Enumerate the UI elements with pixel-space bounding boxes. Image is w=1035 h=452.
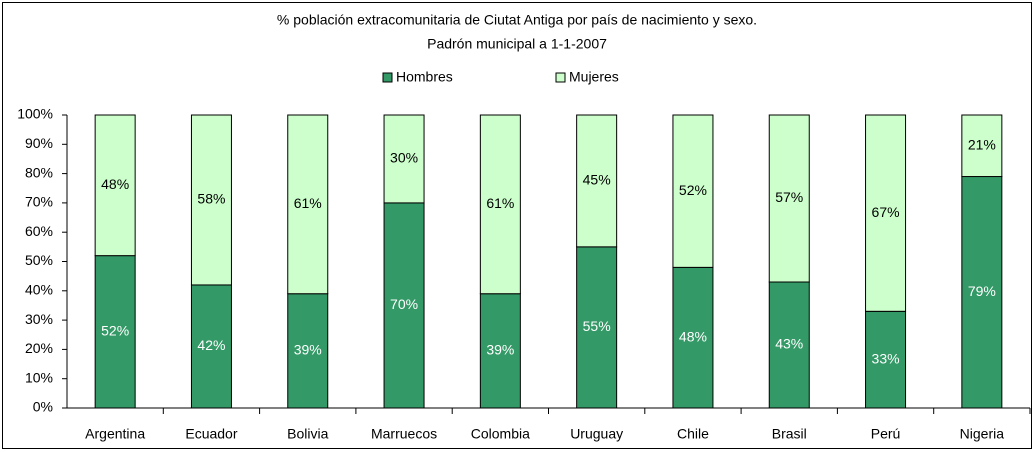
- legend-label: Mujeres: [569, 69, 619, 85]
- data-label: 39%: [486, 342, 514, 358]
- bar-segment: [287, 114, 329, 295]
- y-tick-label: 40%: [25, 282, 53, 298]
- y-tick-label: 60%: [25, 223, 53, 239]
- data-label: 21%: [968, 136, 996, 152]
- bar-segment: [190, 114, 232, 286]
- data-label: 57%: [775, 189, 803, 205]
- chart-title: % población extracomunitaria de Ciutat A…: [277, 12, 757, 28]
- y-tick-label: 50%: [25, 252, 53, 268]
- bar-segment: [865, 114, 907, 312]
- y-tick-label: 30%: [25, 311, 53, 327]
- y-tick-label: 0%: [33, 399, 53, 415]
- x-tick-label: Marruecos: [371, 426, 437, 442]
- x-tick-label: Argentina: [85, 426, 145, 442]
- bar-segment: [961, 114, 1003, 178]
- data-label: 79%: [968, 283, 996, 299]
- data-label: 61%: [486, 195, 514, 211]
- legend-label: Hombres: [396, 69, 453, 85]
- x-tick-label: Chile: [677, 426, 709, 442]
- data-label: 42%: [197, 337, 225, 353]
- y-tick-label: 10%: [25, 369, 53, 385]
- bar-segment: [479, 293, 521, 409]
- data-label: 61%: [294, 195, 322, 211]
- x-tick-label: Ecuador: [185, 426, 237, 442]
- x-tick-label: Uruguay: [570, 426, 623, 442]
- data-label: 43%: [775, 336, 803, 352]
- y-tick-label: 80%: [25, 164, 53, 180]
- data-label: 70%: [390, 296, 418, 312]
- legend-swatch: [555, 72, 566, 83]
- bar-segment: [768, 281, 810, 409]
- bar-segment: [479, 114, 521, 295]
- bar-segment: [94, 255, 136, 409]
- bar-segment: [672, 114, 714, 268]
- bar-segment: [672, 266, 714, 409]
- bar-segment: [961, 176, 1003, 409]
- bar-segment: [576, 246, 618, 409]
- bar-segment: [383, 114, 425, 204]
- bar-segment: [576, 114, 618, 248]
- data-label: 55%: [583, 318, 611, 334]
- bar-segment: [768, 114, 810, 283]
- bar-segment: [94, 114, 136, 257]
- x-tick-label: Perú: [871, 426, 901, 442]
- chart-subtitle: Padrón municipal a 1-1-2007: [427, 36, 607, 52]
- data-label: 45%: [583, 172, 611, 188]
- data-label: 58%: [197, 191, 225, 207]
- y-tick-label: 70%: [25, 194, 53, 210]
- x-tick-label: Bolivia: [287, 426, 328, 442]
- data-label: 67%: [872, 204, 900, 220]
- x-tick-label: Brasil: [772, 426, 807, 442]
- data-label: 52%: [101, 323, 129, 339]
- data-label: 30%: [390, 150, 418, 166]
- data-label: 48%: [679, 328, 707, 344]
- x-tick-label: Colombia: [471, 426, 530, 442]
- data-label: 33%: [872, 350, 900, 366]
- bar-segment: [865, 310, 907, 409]
- legend-swatch: [382, 72, 393, 83]
- y-tick-label: 90%: [25, 135, 53, 151]
- y-tick-label: 100%: [17, 106, 53, 122]
- data-label: 39%: [294, 342, 322, 358]
- y-tick-label: 20%: [25, 340, 53, 356]
- bar-segment: [383, 202, 425, 409]
- x-tick-label: Nigeria: [960, 426, 1005, 442]
- data-label: 48%: [101, 176, 129, 192]
- data-label: 52%: [679, 182, 707, 198]
